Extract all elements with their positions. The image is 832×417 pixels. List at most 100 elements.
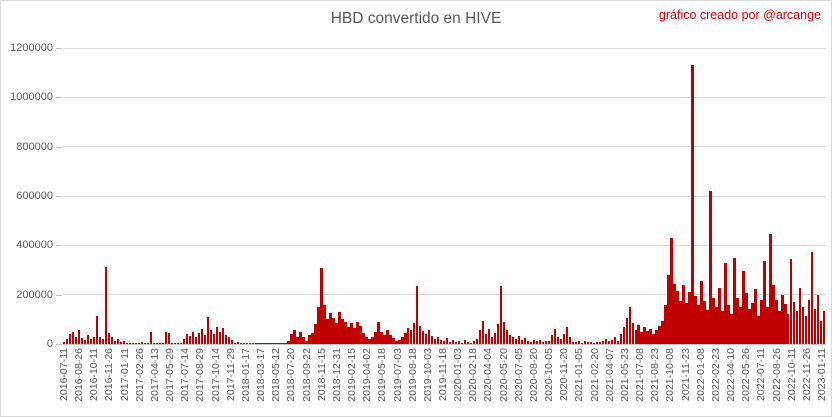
x-axis-tick-label: 2022-08-26 bbox=[770, 348, 783, 402]
y-axis-tick-mark bbox=[56, 344, 62, 345]
bar bbox=[655, 329, 658, 344]
bar bbox=[80, 337, 84, 344]
bar bbox=[646, 331, 649, 344]
x-axis-tick-label: 2020-04-04 bbox=[482, 348, 495, 402]
bar bbox=[502, 321, 506, 344]
x-axis-tick-label: 2017-05-29 bbox=[164, 348, 177, 402]
x-axis-tick-label: 2022-02-23 bbox=[709, 348, 722, 402]
bar bbox=[257, 343, 260, 344]
bar bbox=[164, 332, 168, 344]
x-axis-tick-label: 2017-08-29 bbox=[194, 348, 207, 402]
bar bbox=[703, 300, 706, 344]
bar bbox=[356, 321, 359, 344]
bar bbox=[284, 342, 287, 344]
bar bbox=[134, 343, 138, 344]
bar bbox=[86, 335, 90, 344]
bar bbox=[137, 343, 141, 344]
bar bbox=[541, 341, 545, 344]
x-axis-tick-label: 2020-08-20 bbox=[527, 348, 540, 402]
bar bbox=[410, 330, 413, 344]
bar bbox=[287, 341, 290, 344]
bar bbox=[233, 342, 236, 344]
x-axis-tick-label: 2019-05-18 bbox=[376, 348, 389, 402]
y-axis-tick-label: 1000000 bbox=[10, 91, 53, 104]
bar bbox=[778, 311, 781, 344]
x-axis-tick-label: 2019-11-18 bbox=[437, 348, 449, 401]
bar bbox=[604, 338, 607, 344]
bar bbox=[362, 332, 365, 344]
gridline bbox=[63, 96, 826, 98]
x-axis-tick-label: 2017-01-11 bbox=[118, 348, 131, 401]
bar bbox=[122, 340, 126, 344]
bar bbox=[661, 320, 664, 344]
bar bbox=[83, 339, 87, 344]
bar bbox=[326, 319, 329, 344]
bar bbox=[670, 237, 673, 344]
bar bbox=[685, 303, 688, 344]
x-axis-tick-label: 2021-04-07 bbox=[603, 348, 616, 402]
y-axis-tick-label: 0 bbox=[46, 338, 53, 350]
bar bbox=[311, 332, 314, 344]
bar bbox=[281, 343, 284, 344]
bar bbox=[389, 334, 392, 344]
bar bbox=[637, 324, 640, 344]
bar bbox=[769, 234, 772, 344]
bar bbox=[454, 342, 458, 344]
bar bbox=[242, 343, 245, 344]
bar bbox=[227, 337, 230, 344]
gridline bbox=[63, 146, 826, 148]
bar bbox=[718, 287, 721, 344]
x-axis-tick-label: 2022-10-11 bbox=[785, 348, 798, 401]
y-axis-tick-mark bbox=[56, 48, 62, 49]
bar bbox=[63, 342, 66, 344]
bar bbox=[763, 260, 766, 344]
bar bbox=[568, 337, 572, 344]
bar bbox=[616, 340, 619, 344]
bar bbox=[407, 328, 410, 344]
bar bbox=[619, 333, 622, 344]
bar bbox=[733, 257, 736, 344]
bar bbox=[107, 332, 111, 344]
bar bbox=[215, 326, 218, 344]
bar bbox=[760, 300, 763, 344]
bar bbox=[158, 343, 162, 344]
bar bbox=[601, 340, 604, 344]
x-axis-tick-label: 2016-08-26 bbox=[73, 348, 86, 402]
bar bbox=[74, 336, 78, 344]
bar bbox=[478, 330, 482, 344]
x-axis-tick-label: 2019-04-02 bbox=[361, 348, 374, 402]
y-axis-tick-mark bbox=[56, 97, 62, 99]
y-axis-tick-label: 600000 bbox=[16, 190, 53, 202]
bar bbox=[595, 341, 598, 344]
bar bbox=[314, 324, 317, 344]
bar bbox=[736, 297, 739, 344]
bar bbox=[446, 338, 449, 344]
bar bbox=[110, 337, 114, 344]
bar bbox=[275, 343, 278, 344]
bar bbox=[149, 331, 153, 344]
bar bbox=[425, 333, 428, 344]
bar bbox=[814, 309, 817, 344]
bar bbox=[119, 341, 123, 344]
bar bbox=[805, 316, 808, 344]
x-axis-tick-label: 2017-07-14 bbox=[179, 348, 192, 402]
bar bbox=[338, 312, 341, 344]
gridline bbox=[63, 47, 826, 49]
bar bbox=[688, 292, 691, 344]
bar bbox=[212, 333, 215, 344]
bar bbox=[709, 191, 712, 344]
bar bbox=[437, 337, 440, 344]
x-axis-tick-label: 2022-01-08 bbox=[694, 348, 707, 402]
bar bbox=[401, 337, 404, 344]
bar bbox=[508, 334, 512, 344]
bar bbox=[556, 336, 560, 344]
y-axis-tick-label: 200000 bbox=[16, 288, 53, 301]
bar bbox=[487, 329, 491, 344]
bar bbox=[245, 343, 248, 344]
bar bbox=[457, 340, 461, 344]
bar bbox=[128, 343, 132, 344]
bar bbox=[263, 343, 266, 344]
bar bbox=[101, 339, 105, 344]
bar bbox=[469, 342, 473, 344]
bar bbox=[790, 258, 793, 344]
